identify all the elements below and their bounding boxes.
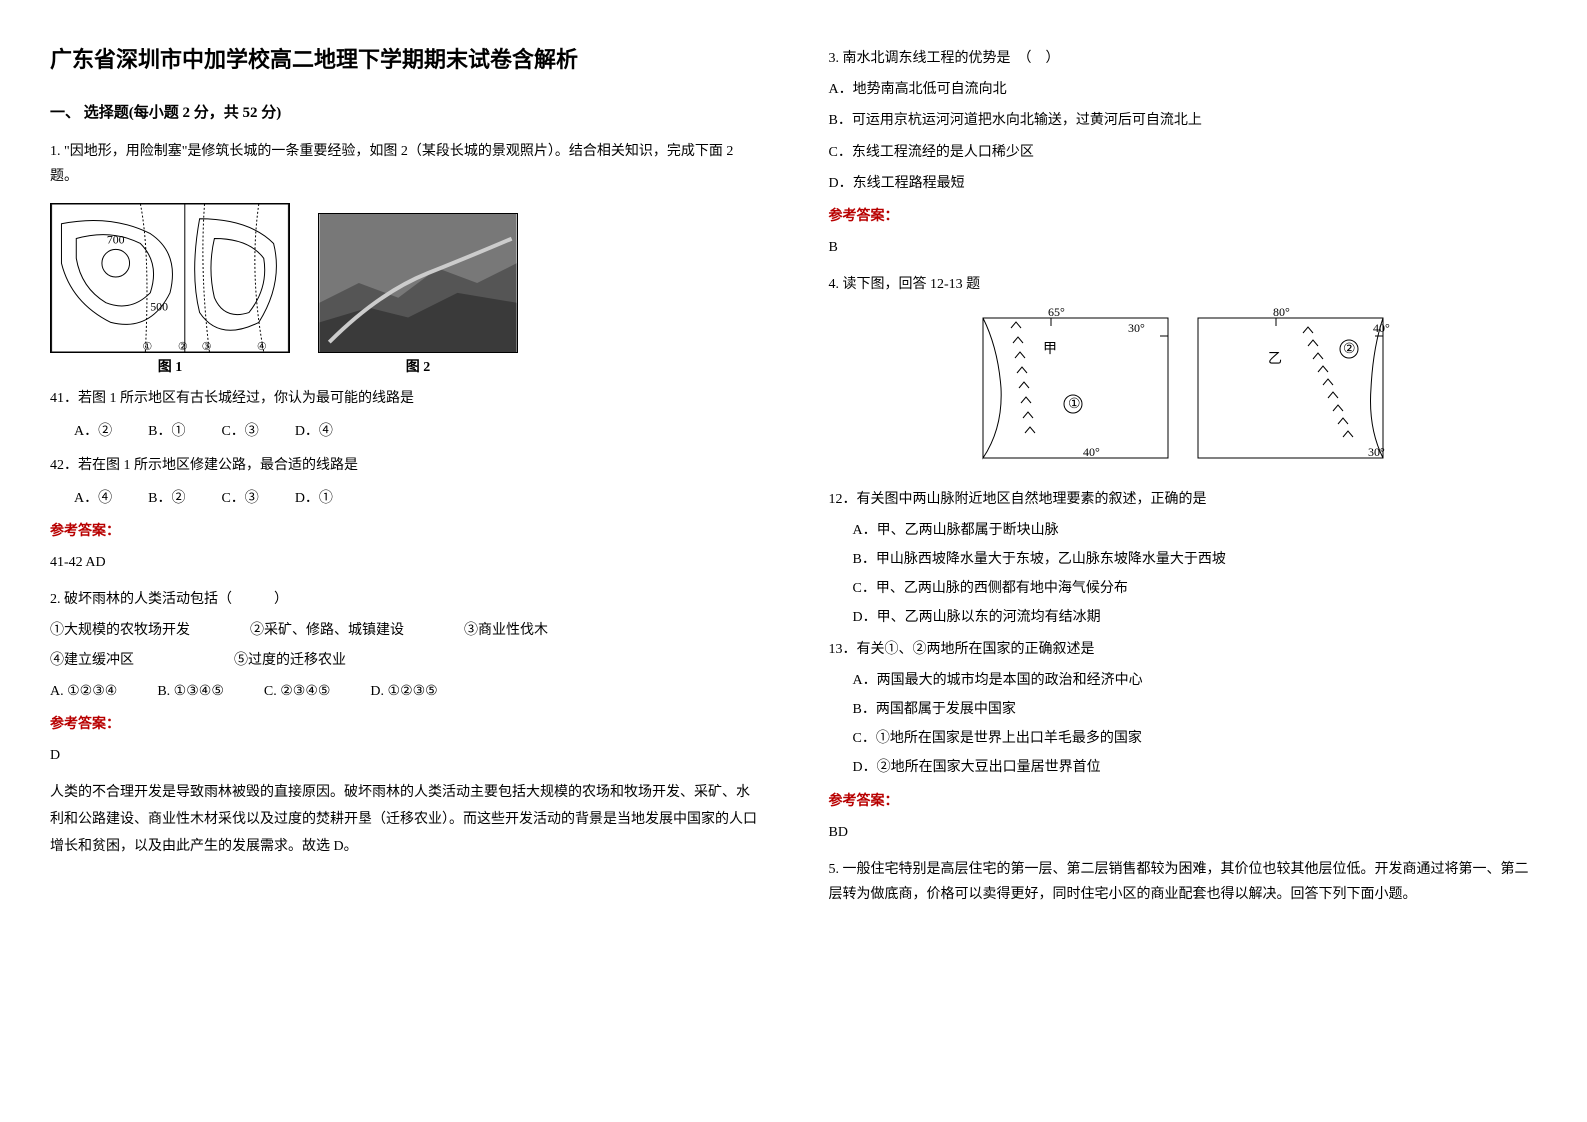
label-m1: ① <box>1068 397 1081 412</box>
question-5: 5. 一般住宅特别是高层住宅的第一层、第二层销售都较为困难，其价位也较其他层位低… <box>829 857 1538 907</box>
label-m2: ② <box>1343 342 1356 357</box>
q1-stem: 1. "因地形，用险制塞"是修筑长城的一条重要经验，如图 2（某段长城的景观照片… <box>50 139 759 189</box>
q2-options: A. ①②③④ B. ①③④⑤ C. ②③④⑤ D. ①②③⑤ <box>50 679 759 704</box>
lat40a: 40° <box>1083 445 1100 459</box>
q2-stem: 2. 破坏雨林的人类活动包括（ ） <box>50 587 759 612</box>
q2-item2: ②采矿、修路、城镇建设 <box>250 618 404 643</box>
great-wall-photo-icon <box>318 213 518 353</box>
opt-d: D．东线工程路程最短 <box>829 171 1538 196</box>
q4-sub12: 12．有关图中两山脉附近地区自然地理要素的叙述，正确的是 <box>829 487 1538 512</box>
answer-label: 参考答案： <box>829 789 1538 814</box>
q1-sub41: 41．若图 1 所示地区有古长城经过，你认为最可能的线路是 <box>50 386 759 411</box>
q4-sub13-options: A．两国最大的城市均是本国的政治和经济中心 B．两国都属于发展中国家 C．①地所… <box>829 668 1538 781</box>
contour-700: 700 <box>107 232 125 246</box>
q4-sub12-options: A．甲、乙两山脉都属于断块山脉 B．甲山脉西坡降水量大于东坡，乙山脉东坡降水量大… <box>829 518 1538 631</box>
q3-answer: B <box>829 235 1538 260</box>
opt-d: D．甲、乙两山脉以东的河流均有结冰期 <box>853 605 1538 630</box>
opt-c: C. ②③④⑤ <box>264 679 331 704</box>
q3-stem: 3. 南水北调东线工程的优势是 （ ） <box>829 46 1538 71</box>
opt-c: C．③ <box>221 486 258 511</box>
opt-c: C．东线工程流经的是人口稀少区 <box>829 140 1538 165</box>
q2-item5: ⑤过度的迁移农业 <box>234 648 346 673</box>
lon65: 65° <box>1048 308 1065 319</box>
answer-label: 参考答案： <box>50 519 759 544</box>
answer-label: 参考答案： <box>50 712 759 737</box>
label-jia: 甲 <box>1043 342 1057 357</box>
opt-b: B．两国都属于发展中国家 <box>853 697 1538 722</box>
opt-b: B．可运用京杭运河河道把水向北输送，过黄河后可自流北上 <box>829 108 1538 133</box>
contour-map-icon: 700 500 ① ② ③ ④ <box>50 203 290 353</box>
question-1: 1. "因地形，用险制塞"是修筑长城的一条重要经验，如图 2（某段长城的景观照片… <box>50 139 759 576</box>
question-2: 2. 破坏雨林的人类活动包括（ ） ①大规模的农牧场开发 ②采矿、修路、城镇建设… <box>50 587 759 860</box>
map-diagram-icon: 65° 30° 40° 甲 ① <box>973 308 1393 468</box>
opt-a: A. ①②③④ <box>50 679 117 704</box>
q1-sub42-options: A．④ B．② C．③ D．① <box>74 486 759 511</box>
figure-2: 图 2 <box>318 213 518 380</box>
page-title: 广东省深圳市中加学校高二地理下学期期末试卷含解析 <box>50 40 759 80</box>
q5-stem: 5. 一般住宅特别是高层住宅的第一层、第二层销售都较为困难，其价位也较其他层位低… <box>829 857 1538 907</box>
svg-text:①: ① <box>142 341 152 353</box>
opt-d: D. ①②③⑤ <box>370 679 437 704</box>
opt-b: B. ①③④⑤ <box>157 679 224 704</box>
q2-item3: ③商业性伐木 <box>464 618 548 643</box>
q4-stem: 4. 读下图，回答 12-13 题 <box>829 272 1538 297</box>
q1-answer: 41-42 AD <box>50 550 759 575</box>
opt-b: B．① <box>148 419 185 444</box>
opt-b: B．甲山脉西坡降水量大于东坡，乙山脉东坡降水量大于西坡 <box>853 547 1538 572</box>
label-yi: 乙 <box>1268 351 1282 367</box>
opt-c: C．甲、乙两山脉的西侧都有地中海气候分布 <box>853 576 1538 601</box>
section-header: 一、 选择题(每小题 2 分，共 52 分) <box>50 100 759 127</box>
lon80: 80° <box>1273 308 1290 319</box>
opt-d: D．① <box>295 486 333 511</box>
opt-a: A．② <box>74 419 112 444</box>
svg-text:④: ④ <box>257 341 267 353</box>
svg-text:③: ③ <box>202 341 212 353</box>
figure-2-label: 图 2 <box>318 355 518 380</box>
q2-item4: ④建立缓冲区 <box>50 648 134 673</box>
q2-explain: 人类的不合理开发是导致雨林被毁的直接原因。破坏雨林的人类活动主要包括大规模的农场… <box>50 780 759 860</box>
figure-1-label: 图 1 <box>50 355 290 380</box>
opt-a: A．甲、乙两山脉都属于断块山脉 <box>853 518 1538 543</box>
opt-d: D．④ <box>295 419 333 444</box>
svg-text:②: ② <box>178 341 188 353</box>
figure-row: 700 500 ① ② ③ ④ <box>50 203 759 380</box>
opt-b: B．② <box>148 486 185 511</box>
figure-1: 700 500 ① ② ③ ④ <box>50 203 290 380</box>
opt-c: C．①地所在国家是世界上出口羊毛最多的国家 <box>853 726 1538 751</box>
lat30a: 30° <box>1128 321 1145 335</box>
contour-500: 500 <box>150 300 168 314</box>
question-4: 4. 读下图，回答 12-13 题 65° 30° 40° <box>829 272 1538 845</box>
q1-sub42: 42．若在图 1 所示地区修建公路，最合适的线路是 <box>50 453 759 478</box>
q2-answer: D <box>50 743 759 768</box>
q4-sub13: 13．有关①、②两地所在国家的正确叙述是 <box>829 637 1538 662</box>
opt-c: C．③ <box>221 419 258 444</box>
question-3: 3. 南水北调东线工程的优势是 （ ） A．地势南高北低可自流向北 B．可运用京… <box>829 46 1538 260</box>
opt-a: A．两国最大的城市均是本国的政治和经济中心 <box>853 668 1538 693</box>
opt-a: A．地势南高北低可自流向北 <box>829 77 1538 102</box>
answer-label: 参考答案： <box>829 204 1538 229</box>
q2-item1: ①大规模的农牧场开发 <box>50 618 190 643</box>
q4-answer: BD <box>829 820 1538 845</box>
q1-sub41-options: A．② B．① C．③ D．④ <box>74 419 759 444</box>
opt-d: D．②地所在国家大豆出口量居世界首位 <box>853 755 1538 780</box>
opt-a: A．④ <box>74 486 112 511</box>
